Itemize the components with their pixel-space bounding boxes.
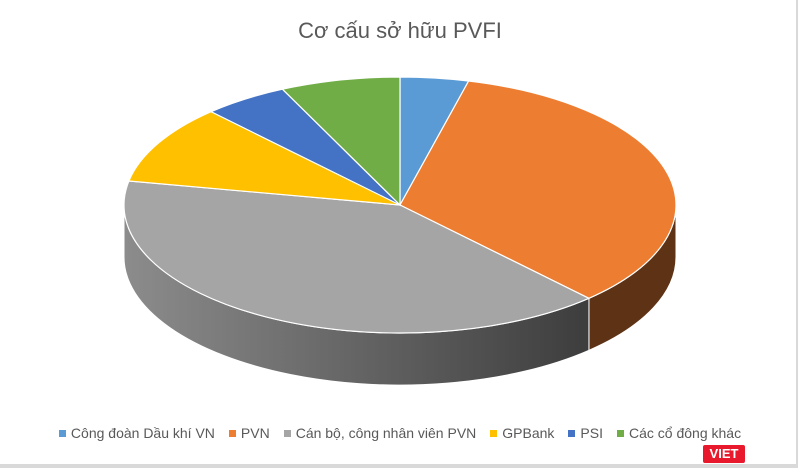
watermark-logo: VIET (703, 445, 745, 463)
legend-swatch (228, 429, 236, 437)
legend-item: Các cổ đông khác (617, 424, 741, 442)
legend-item: PSI (568, 424, 603, 442)
legend-item: GPBank (490, 424, 554, 442)
legend-swatch (283, 429, 291, 437)
pie-slice-3 (128, 111, 401, 206)
pie-chart (123, 76, 677, 386)
legend-label: Công đoàn Dầu khí VN (70, 425, 215, 441)
legend: Công đoàn Dầu khí VN PVN Cán bộ, công nhân… (0, 424, 800, 442)
legend-label: PVN (240, 425, 270, 441)
legend-label: PSI (580, 425, 603, 441)
legend-swatch (58, 429, 66, 437)
chart-title: Cơ cấu sở hữu PVFI (298, 18, 502, 43)
pie-slice-5 (281, 76, 401, 207)
legend-swatch (568, 429, 576, 437)
pie-slice-1 (399, 80, 677, 299)
legend-swatch (617, 429, 624, 437)
legend-swatch (490, 429, 498, 437)
legend-label: GPBank (502, 425, 555, 441)
legend-label: Cán bộ, công nhân viên PVN (295, 425, 477, 441)
legend-item: Công đoàn Dầu khí VN (58, 424, 215, 442)
legend-item: Cán bộ, công nhân viên PVN (283, 424, 477, 442)
pie-slice-2 (123, 180, 591, 334)
legend-label: Các cổ đông khác (629, 425, 742, 441)
legend-item: PVN (228, 424, 270, 442)
